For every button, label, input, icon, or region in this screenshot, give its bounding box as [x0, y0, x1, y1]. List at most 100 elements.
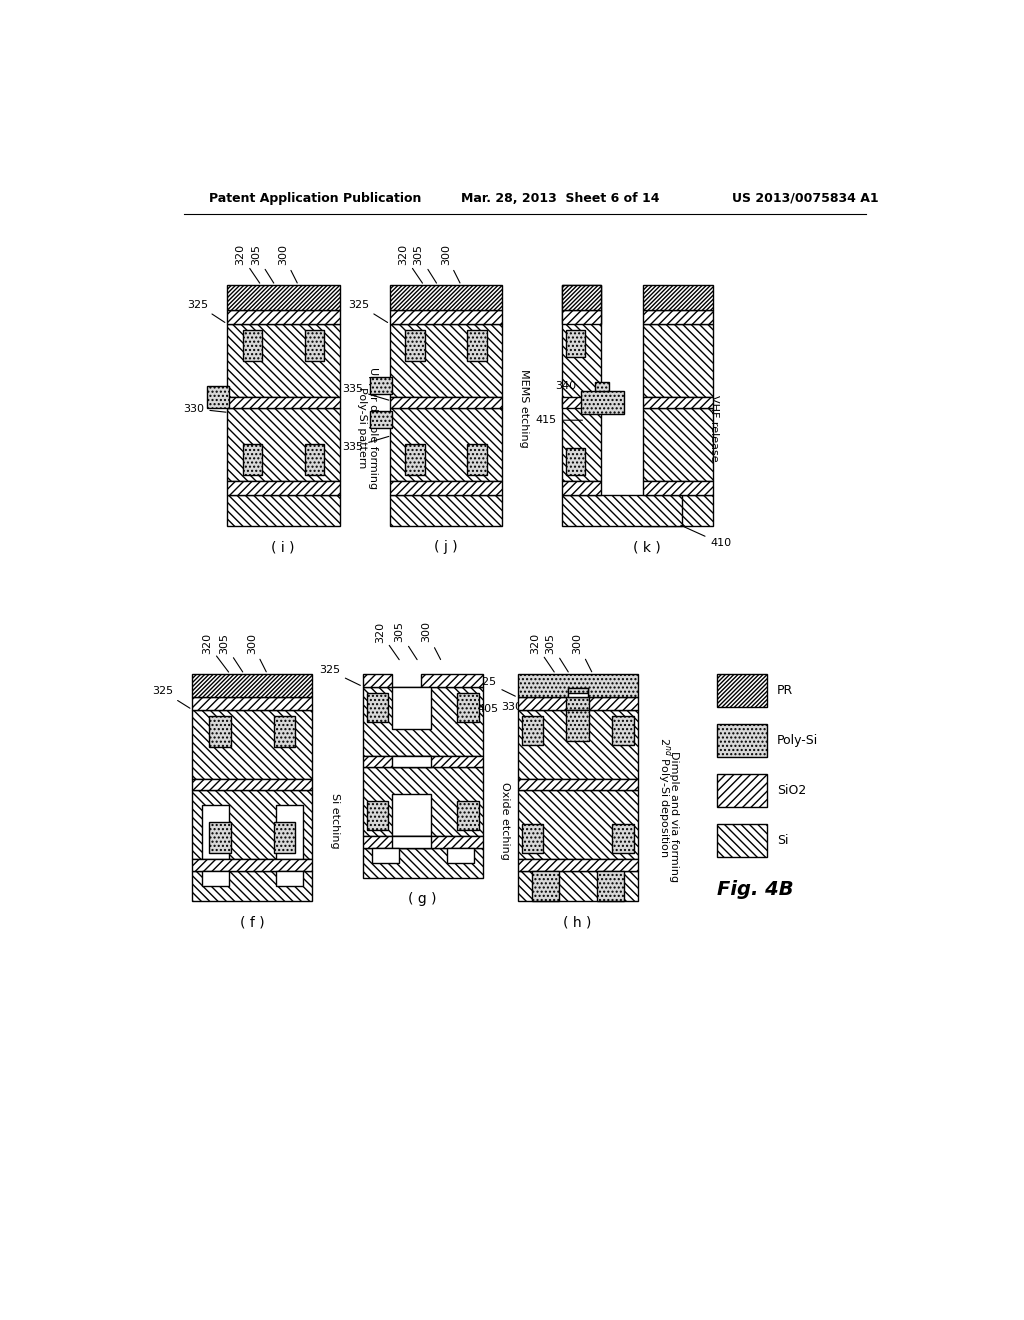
Bar	[562, 480, 601, 495]
Bar	[193, 871, 312, 900]
Bar	[643, 408, 713, 480]
Bar	[202, 805, 228, 859]
Bar	[207, 387, 228, 408]
Text: Upper dimple forming: Upper dimple forming	[369, 367, 378, 488]
Text: ( g ): ( g )	[409, 892, 437, 906]
Bar	[193, 789, 312, 859]
Bar	[392, 686, 431, 729]
Bar	[390, 495, 503, 525]
Bar	[467, 330, 486, 360]
Bar	[390, 480, 503, 495]
Bar	[390, 397, 503, 408]
Bar	[193, 779, 312, 789]
Bar	[276, 871, 303, 886]
Text: 300: 300	[440, 244, 460, 282]
Text: 325: 325	[318, 665, 360, 685]
Text: 320: 320	[375, 622, 399, 660]
Text: 300: 300	[247, 634, 266, 672]
Bar	[273, 822, 295, 853]
Bar	[392, 756, 431, 767]
Bar	[518, 789, 638, 859]
Text: SiO2: SiO2	[776, 784, 806, 797]
Text: 330: 330	[501, 689, 565, 711]
Bar	[597, 871, 624, 900]
Bar	[568, 688, 588, 693]
Bar	[518, 710, 638, 779]
Text: 415: 415	[536, 416, 583, 425]
Bar	[562, 285, 601, 480]
Bar	[362, 686, 483, 756]
Bar	[193, 859, 312, 871]
Bar	[446, 849, 474, 863]
Bar	[305, 444, 324, 475]
Bar	[566, 697, 589, 710]
Bar	[717, 825, 767, 857]
Text: ( j ): ( j )	[434, 540, 458, 554]
Text: US 2013/0075834 A1: US 2013/0075834 A1	[732, 191, 880, 205]
Text: 300: 300	[278, 244, 297, 282]
Bar	[643, 323, 713, 397]
Bar	[227, 480, 340, 495]
Bar	[390, 310, 503, 323]
Bar	[367, 800, 388, 830]
Text: 300: 300	[421, 622, 440, 660]
Bar	[562, 397, 601, 408]
Bar	[406, 444, 425, 475]
Bar	[518, 675, 638, 697]
Text: Si etching: Si etching	[330, 793, 340, 849]
Bar	[717, 775, 767, 807]
Text: 300: 300	[572, 634, 592, 672]
Bar	[362, 675, 392, 686]
Bar	[406, 330, 425, 360]
Text: 325: 325	[348, 300, 388, 322]
Text: 305: 305	[414, 244, 436, 282]
Text: MEMS etching: MEMS etching	[519, 370, 529, 447]
Text: 305: 305	[546, 634, 568, 672]
Bar	[458, 800, 479, 830]
Bar	[562, 310, 601, 323]
Bar	[643, 495, 713, 525]
Bar	[243, 330, 262, 360]
Bar	[566, 447, 586, 475]
Text: Oxide etching: Oxide etching	[500, 781, 510, 859]
Text: 2$^{nd}$ Poly-Si deposition: 2$^{nd}$ Poly-Si deposition	[655, 737, 674, 858]
Text: Patent Application Publication: Patent Application Publication	[209, 191, 422, 205]
Bar	[521, 824, 544, 853]
Text: 320: 320	[398, 244, 423, 284]
Bar	[566, 330, 586, 358]
Bar	[276, 805, 303, 859]
Bar	[518, 871, 638, 900]
Bar	[193, 675, 312, 697]
Bar	[209, 822, 231, 853]
Bar	[209, 715, 231, 747]
Bar	[467, 444, 486, 475]
Text: Poly-Si pattern: Poly-Si pattern	[356, 387, 367, 469]
Bar	[227, 408, 340, 480]
Bar	[227, 310, 340, 323]
Bar	[717, 725, 767, 756]
Bar	[305, 330, 324, 360]
Bar	[390, 285, 503, 310]
Bar	[370, 411, 391, 428]
Text: 410: 410	[681, 525, 731, 548]
Bar	[193, 697, 312, 710]
Bar	[227, 397, 340, 408]
Bar	[362, 767, 483, 836]
Bar	[612, 824, 634, 853]
Text: 335: 335	[342, 437, 389, 453]
Bar	[562, 495, 682, 525]
Bar	[717, 675, 767, 706]
Bar	[643, 397, 713, 408]
Bar	[362, 849, 483, 878]
Bar	[202, 871, 228, 886]
Text: ( h ): ( h )	[563, 915, 592, 929]
Text: 320: 320	[202, 632, 228, 672]
Text: Poly-Si: Poly-Si	[776, 734, 818, 747]
Bar	[531, 871, 559, 900]
Text: 305: 305	[394, 622, 417, 660]
Bar	[582, 391, 624, 414]
Text: Si: Si	[776, 834, 788, 847]
Text: 335: 335	[342, 384, 389, 400]
Bar	[227, 495, 340, 525]
Bar	[370, 378, 391, 393]
